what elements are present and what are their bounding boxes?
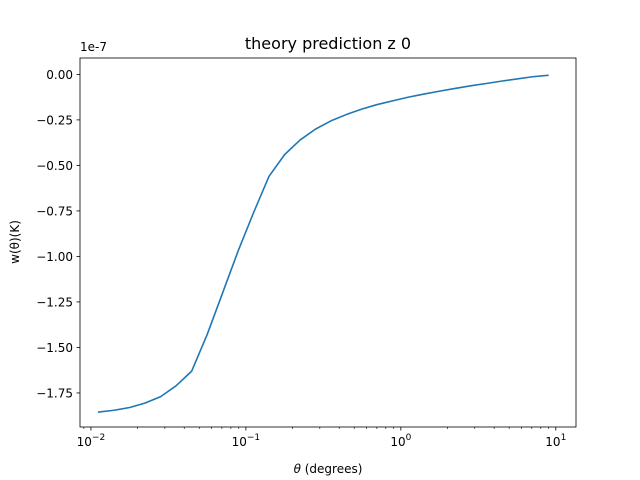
y-tick-label-3: −0.75 xyxy=(36,204,73,218)
x-axis: 10−2 10−1 100 101 xyxy=(77,427,566,449)
x-axis-label-symbol: θ xyxy=(294,462,302,476)
plot-area: 10−2 10−1 100 101 0.00 −0.25 −0.50 −0.75 −1.00 −… xyxy=(36,57,577,449)
y-axis-label: w(θ)(K) xyxy=(8,220,22,264)
y-tick-label-0: 0.00 xyxy=(46,68,73,82)
series-line-0 xyxy=(97,74,549,413)
y-axis: 0.00 −0.25 −0.50 −0.75 −1.00 −1.25 −1.50 −1.75 xyxy=(36,68,80,400)
y-tick-label-5: −1.25 xyxy=(36,295,73,309)
y-offset-label: 1e-7 xyxy=(80,40,107,54)
y-tick-label-6: −1.50 xyxy=(36,341,73,355)
x-axis-label: θ (degrees) xyxy=(294,462,363,476)
x-axis-label-unit: (degrees) xyxy=(301,462,362,476)
x-tick-label-1: 10−1 xyxy=(232,433,261,449)
y-tick-label-4: −1.00 xyxy=(36,250,73,264)
series-group xyxy=(97,74,549,413)
x-tick-label-2: 100 xyxy=(390,433,411,449)
x-tick-label-0: 10−2 xyxy=(77,433,106,449)
y-tick-label-7: −1.75 xyxy=(36,386,73,400)
axes-frame xyxy=(79,57,577,428)
chart-title: theory prediction z 0 xyxy=(245,34,411,53)
x-tick-label-3: 101 xyxy=(545,433,566,449)
y-tick-label-1: −0.25 xyxy=(36,113,73,127)
y-tick-label-2: −0.50 xyxy=(36,159,73,173)
